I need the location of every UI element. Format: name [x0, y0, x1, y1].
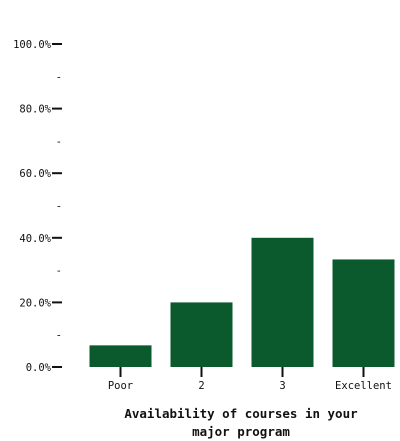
y-tick-label: 20.0%: [19, 297, 51, 309]
y-minor-tick: -: [56, 265, 62, 277]
bar-2: [170, 302, 233, 367]
y-tick-label: 60.0%: [19, 168, 51, 180]
bar-3: [251, 237, 314, 367]
bars: [89, 237, 395, 367]
y-tick-label: 100.0%: [13, 39, 52, 51]
chart-title-line-2: major program: [192, 424, 290, 439]
x-tick-label: Poor: [108, 380, 133, 392]
y-minor-tick: -: [56, 201, 62, 213]
x-axis: Poor 2 3 Excellent: [108, 367, 392, 392]
bar-excellent: [332, 259, 395, 367]
x-tick-label: 2: [198, 380, 204, 392]
y-axis: 0.0% 20.0% 40.0% 60.0% 80.0% 100.0% - - - - -: [13, 39, 62, 374]
x-tick-label: 3: [279, 380, 285, 392]
y-tick-label: 40.0%: [19, 233, 51, 245]
bar-poor: [89, 345, 152, 367]
y-tick-label: 0.0%: [26, 362, 52, 374]
chart-title-line-1: Availability of courses in your: [124, 406, 358, 421]
x-tick-label: Excellent: [335, 380, 392, 392]
y-minor-tick: -: [56, 136, 62, 148]
y-minor-tick: -: [56, 71, 62, 83]
y-tick-label: 80.0%: [19, 104, 51, 116]
y-minor-tick: -: [56, 330, 62, 342]
